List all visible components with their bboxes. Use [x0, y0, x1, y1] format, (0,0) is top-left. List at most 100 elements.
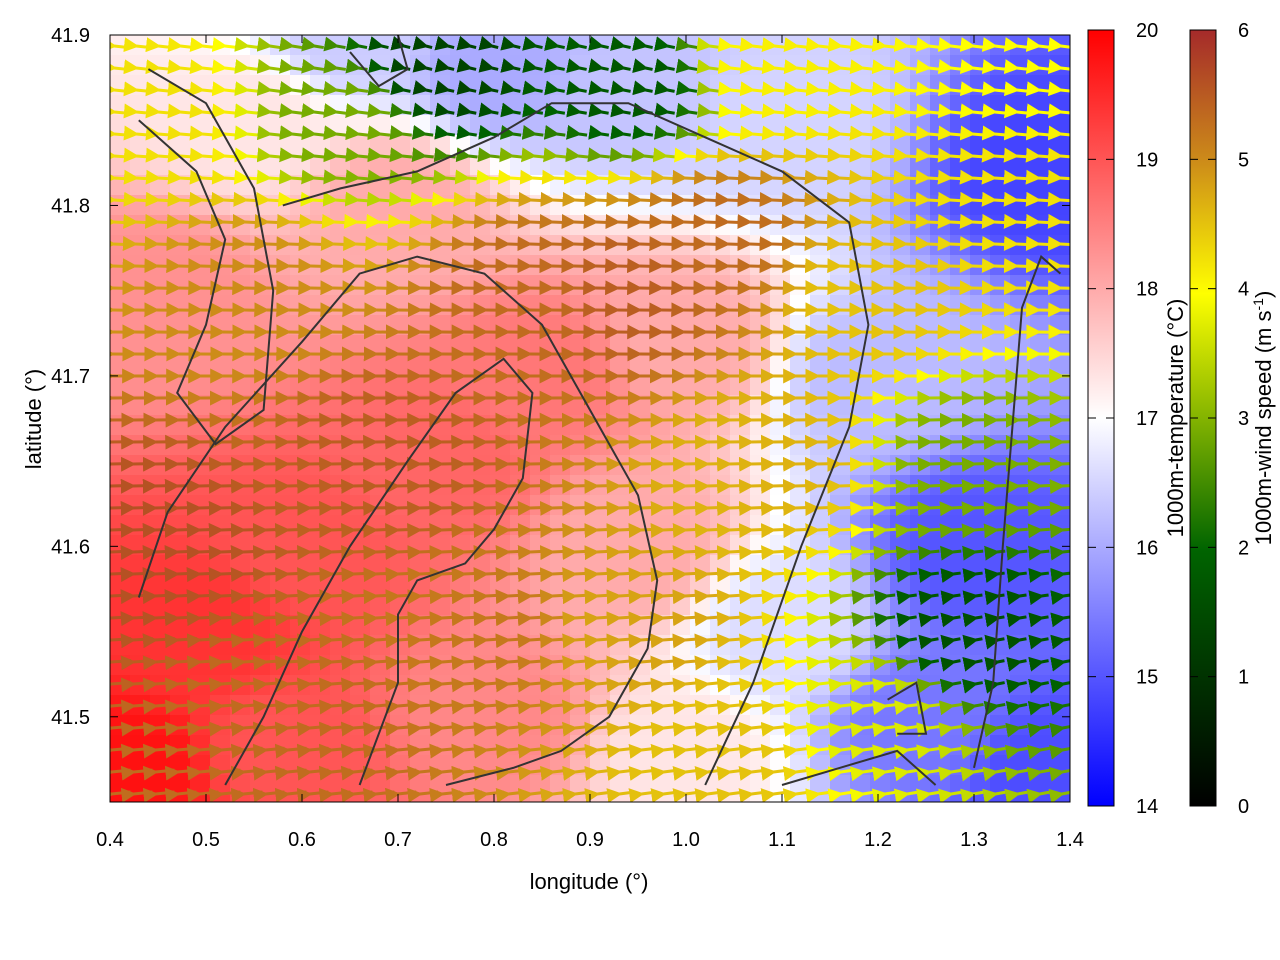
wind-arrow	[252, 743, 285, 759]
heatmap-cell	[890, 75, 911, 96]
heatmap-cell	[370, 55, 391, 76]
heatmap-cell	[310, 355, 331, 376]
heatmap-cell	[530, 435, 551, 456]
wind-arrow	[632, 124, 654, 140]
heatmap-cell	[870, 415, 891, 436]
wind-arrow	[167, 59, 195, 75]
heatmap-cell	[970, 795, 991, 802]
wind-arrow	[739, 103, 766, 119]
heatmap-cell	[910, 595, 931, 616]
wind-arrow	[939, 479, 963, 495]
wind-arrow	[230, 478, 263, 494]
wind-arrow	[1028, 568, 1050, 583]
wind-arrow	[1005, 700, 1028, 716]
heatmap-cell	[490, 195, 511, 216]
wind-arrow	[411, 124, 434, 140]
wind-arrow	[517, 743, 548, 759]
wind-arrow	[716, 523, 745, 539]
heatmap-cell	[310, 375, 331, 396]
heatmap-cell	[310, 515, 331, 536]
wind-arrow	[738, 766, 767, 781]
heatmap-cell	[910, 495, 931, 516]
wind-arrow	[412, 102, 433, 118]
wind-arrow	[341, 655, 373, 671]
heatmap-cell	[410, 115, 431, 136]
heatmap-cell	[590, 375, 611, 396]
wind-arrow	[761, 125, 788, 141]
wind-arrow	[894, 766, 920, 782]
heatmap-cell	[430, 295, 451, 316]
wind-arrow	[340, 699, 373, 715]
heatmap-cell	[150, 75, 171, 96]
wind-arrow	[208, 787, 241, 802]
heatmap-cell	[530, 515, 551, 536]
wind-arrow	[362, 787, 395, 802]
heatmap-cell	[510, 35, 531, 56]
wind-arrow	[110, 191, 129, 207]
wind-arrow	[1003, 213, 1031, 229]
wind-arrow	[696, 81, 721, 96]
heatmap-cell	[530, 135, 551, 156]
heatmap-cell	[890, 595, 911, 616]
wind-arrow	[610, 36, 631, 51]
wind-arrow	[385, 567, 417, 583]
wind-arrow	[894, 700, 920, 715]
wind-arrow	[893, 59, 920, 75]
heatmap-cell	[850, 375, 871, 396]
heatmap-cell	[530, 575, 551, 596]
wind-arrow	[674, 147, 700, 163]
wind-arrow	[110, 37, 129, 53]
wind-arrow	[407, 721, 439, 737]
heatmap-cell	[730, 595, 751, 616]
wind-arrow	[164, 699, 197, 715]
wind-arrow	[274, 677, 307, 693]
wind-arrow	[1027, 744, 1051, 760]
wind-arrow	[696, 103, 721, 119]
wind-arrow	[208, 655, 241, 671]
wind-arrow	[495, 743, 526, 759]
x-axis-label: longitude (°)	[530, 869, 649, 894]
wind-arrow	[694, 567, 724, 583]
wind-arrow	[1006, 545, 1028, 561]
heatmap-cell	[910, 55, 931, 76]
heatmap-cell	[450, 495, 471, 516]
heatmap-cell	[670, 515, 691, 536]
wind-arrow	[938, 766, 964, 782]
heatmap-cell	[730, 415, 751, 436]
wind-arrow	[1025, 125, 1052, 141]
heatmap-cell	[270, 115, 291, 136]
wind-arrow	[110, 258, 130, 274]
wind-arrow	[495, 545, 527, 561]
wind-arrow	[1006, 590, 1027, 606]
wind-arrow	[429, 522, 461, 538]
heatmap-cell	[610, 75, 631, 96]
wind-arrow	[717, 37, 744, 53]
heatmap-cell	[210, 795, 231, 802]
heatmap-cell	[950, 295, 971, 316]
wind-arrow	[716, 545, 745, 561]
heatmap-cell	[570, 435, 591, 456]
heatmap-cell	[890, 355, 911, 376]
wind-arrow	[340, 522, 373, 538]
heatmap-cell	[150, 375, 171, 396]
heatmap-cell	[630, 795, 651, 802]
heatmap-cell	[990, 355, 1011, 376]
heatmap-cell	[930, 415, 951, 436]
heatmap-cell	[850, 735, 871, 756]
heatmap-cell	[230, 75, 251, 96]
wind-arrow	[145, 59, 173, 75]
heatmap-cell	[1030, 75, 1051, 96]
wind-arrow	[164, 721, 197, 737]
heatmap-cell	[470, 435, 491, 456]
wind-arrow	[587, 147, 611, 163]
heatmap-cell	[330, 415, 351, 436]
heatmap-cell	[850, 115, 871, 136]
wind-arrow	[186, 677, 219, 693]
wind-arrow	[1026, 788, 1051, 802]
heatmap-cell	[830, 75, 851, 96]
heatmap-cell	[530, 55, 551, 76]
wind-arrow	[894, 744, 920, 760]
heatmap-cell	[230, 575, 251, 596]
heatmap-cell	[990, 595, 1011, 616]
wind-arrow	[517, 677, 549, 693]
